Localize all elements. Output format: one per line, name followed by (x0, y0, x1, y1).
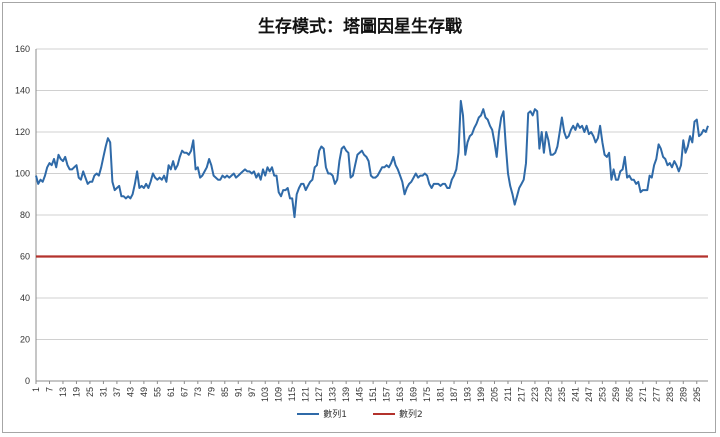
x-tick-label: 127 (314, 387, 324, 402)
x-tick-label: 211 (503, 387, 513, 401)
y-tick-label: 120 (15, 127, 30, 137)
x-tick-label: 199 (476, 387, 486, 402)
x-tick-label: 253 (597, 387, 607, 402)
x-tick-label: 145 (355, 387, 365, 402)
x-tick-label: 193 (463, 387, 473, 402)
x-tick-label: 109 (274, 387, 284, 402)
x-tick-label: 157 (382, 387, 392, 402)
x-tick-label: 223 (530, 387, 540, 402)
x-tick-label: 163 (395, 387, 405, 402)
x-tick-label: 265 (624, 387, 634, 402)
x-tick-label: 25 (85, 387, 95, 397)
x-tick-label: 7 (44, 387, 54, 392)
y-tick-label: 0 (25, 376, 30, 386)
x-tick-label: 61 (166, 387, 176, 397)
x-tick-label: 175 (422, 387, 432, 402)
y-tick-label: 60 (20, 252, 30, 262)
x-tick-label: 181 (436, 387, 446, 402)
x-tick-label: 283 (665, 387, 675, 402)
chart-title: 生存模式：塔圖因星生存戰 (258, 17, 462, 37)
x-tick-label: 115 (287, 387, 297, 401)
y-tick-label: 140 (15, 86, 30, 96)
legend-swatch-series-2 (373, 412, 395, 415)
x-tick-label: 169 (409, 387, 419, 402)
y-tick-label: 80 (20, 210, 30, 220)
x-tick-label: 79 (206, 387, 216, 397)
x-tick-label: 13 (58, 387, 68, 397)
x-tick-label: 187 (449, 387, 459, 402)
legend-label-series-2: 數列2 (399, 410, 423, 420)
y-tick-label: 160 (15, 44, 30, 54)
x-tick-label: 31 (98, 387, 108, 397)
x-tick-label: 277 (651, 387, 661, 402)
x-tick-label: 205 (489, 387, 499, 402)
legend-label-series-1: 數列1 (323, 410, 347, 420)
x-tick-label: 1 (31, 387, 41, 392)
legend-item-series-2[interactable]: 數列2 (373, 407, 423, 420)
x-tick-label: 271 (638, 387, 648, 402)
y-tick-label: 40 (20, 293, 30, 303)
y-tick-label: 100 (15, 169, 30, 179)
x-tick-label: 241 (570, 387, 580, 402)
x-tick-label: 295 (692, 387, 702, 402)
x-tick-label: 139 (341, 387, 351, 402)
x-tick-label: 37 (112, 387, 122, 397)
x-tick-label: 85 (220, 387, 230, 397)
x-tick-label: 43 (125, 387, 135, 397)
chart-frame (2, 2, 716, 433)
x-tick-label: 19 (71, 387, 81, 397)
x-tick-label: 217 (516, 387, 526, 402)
x-tick-label: 235 (557, 387, 567, 402)
x-tick-label: 49 (139, 387, 149, 397)
x-tick-label: 91 (233, 387, 243, 397)
y-tick-label: 20 (20, 335, 30, 345)
x-tick-label: 229 (543, 387, 553, 402)
x-tick-label: 151 (368, 387, 378, 402)
series-line-1 (35, 99, 709, 219)
legend: 數列1 數列2 (0, 407, 720, 420)
x-tick-label: 289 (678, 387, 688, 402)
x-tick-label: 259 (611, 387, 621, 402)
x-tick-label: 247 (584, 387, 594, 402)
x-tick-label: 73 (193, 387, 203, 397)
x-tick-label: 97 (247, 387, 257, 397)
x-tick-label: 133 (328, 387, 338, 402)
x-tick-label: 121 (301, 387, 311, 402)
x-tick-label: 55 (152, 387, 162, 397)
x-tick-label: 67 (179, 387, 189, 397)
legend-item-series-1[interactable]: 數列1 (297, 407, 347, 420)
x-tick-label: 103 (260, 387, 270, 402)
legend-swatch-series-1 (297, 412, 320, 415)
